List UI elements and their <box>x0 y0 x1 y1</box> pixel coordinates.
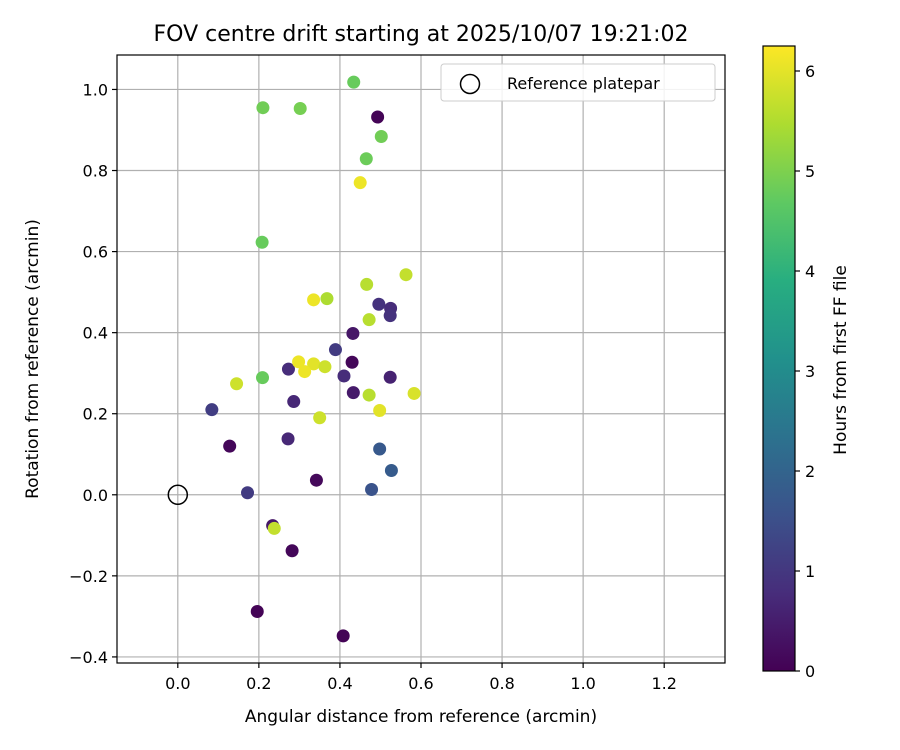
x-tick-label: 0.6 <box>408 674 433 693</box>
data-point <box>250 605 264 619</box>
colorbar-gradient <box>763 46 795 671</box>
y-tick-label: 1.0 <box>83 80 108 99</box>
x-axis-ticks: 0.0 0.2 0.4 0.6 0.8 1.0 1.2 <box>165 663 677 693</box>
colorbar-tick-label: 4 <box>805 262 815 281</box>
colorbar-ticks: 0 1 2 3 4 5 6 <box>795 62 815 681</box>
data-point <box>346 326 360 340</box>
data-point <box>307 357 321 371</box>
data-point <box>372 297 386 311</box>
data-point <box>223 439 237 453</box>
data-point <box>407 386 421 400</box>
data-point <box>373 442 387 456</box>
data-point <box>292 355 306 369</box>
data-point <box>359 152 373 166</box>
data-point <box>298 365 312 379</box>
data-point <box>205 403 219 417</box>
data-point <box>256 101 270 115</box>
data-point <box>318 360 332 374</box>
data-point <box>345 355 359 369</box>
y-axis-ticks: −0.4 −0.2 0.0 0.2 0.4 0.6 0.8 1.0 <box>69 80 117 667</box>
data-point <box>360 277 374 291</box>
data-points <box>205 75 421 643</box>
data-point <box>267 521 281 535</box>
x-tick-label: 0.0 <box>165 674 190 693</box>
legend: Reference platepar <box>440 63 716 102</box>
data-point <box>336 629 350 643</box>
y-tick-label: −0.2 <box>69 567 108 586</box>
data-point <box>309 473 323 487</box>
legend-label: Reference platepar <box>507 74 660 93</box>
y-tick-label: 0.0 <box>83 486 108 505</box>
data-point <box>256 371 270 385</box>
data-point <box>383 309 397 323</box>
data-point <box>255 235 269 249</box>
colorbar-label: Hours from first FF file <box>831 265 851 455</box>
data-point <box>313 411 327 425</box>
x-tick-label: 0.2 <box>246 674 271 693</box>
data-point <box>384 463 398 477</box>
colorbar-tick-label: 3 <box>805 362 815 381</box>
colorbar-frame <box>762 45 796 672</box>
legend-box <box>440 63 716 102</box>
y-axis-label: Rotation from reference (arcmin) <box>23 219 43 499</box>
reference-platepar-marker <box>167 484 189 506</box>
colorbar-tick-label: 1 <box>805 562 815 581</box>
colorbar: 0 1 2 3 4 5 6 Hours from first FF file <box>762 45 851 681</box>
data-point <box>353 176 367 190</box>
data-point <box>346 386 360 400</box>
data-point <box>365 483 379 497</box>
data-point <box>293 102 307 116</box>
data-point <box>230 377 244 391</box>
data-point <box>337 369 351 383</box>
colorbar-tick-label: 2 <box>805 462 815 481</box>
data-point <box>371 110 385 124</box>
data-point <box>241 486 255 500</box>
data-point <box>362 388 376 402</box>
data-point <box>373 403 387 417</box>
data-point <box>383 370 397 384</box>
colorbar-tick-label: 5 <box>805 162 815 181</box>
data-point <box>285 544 299 558</box>
colorbar-tick-label: 0 <box>805 662 815 681</box>
chart-title: FOV centre drift starting at 2025/10/07 … <box>154 22 689 47</box>
data-point <box>281 432 295 446</box>
x-tick-label: 0.8 <box>489 674 514 693</box>
data-point <box>307 293 321 307</box>
data-point <box>328 343 342 357</box>
data-point <box>281 362 295 376</box>
legend-marker <box>459 73 481 95</box>
y-tick-label: 0.2 <box>83 405 108 424</box>
x-tick-label: 1.2 <box>651 674 676 693</box>
data-point <box>320 292 334 306</box>
x-tick-label: 1.0 <box>570 674 595 693</box>
data-point <box>362 313 376 327</box>
y-tick-label: 0.6 <box>83 243 108 262</box>
y-tick-label: −0.4 <box>69 648 108 667</box>
data-point <box>374 129 388 143</box>
grid <box>117 55 725 663</box>
x-axis-label: Angular distance from reference (arcmin) <box>245 707 597 727</box>
data-point <box>347 75 361 89</box>
y-tick-label: 0.4 <box>83 324 108 343</box>
colorbar-tick-label: 6 <box>805 62 815 81</box>
data-point <box>287 395 301 409</box>
x-tick-label: 0.4 <box>327 674 352 693</box>
data-point <box>399 268 413 282</box>
y-tick-label: 0.8 <box>83 162 108 181</box>
